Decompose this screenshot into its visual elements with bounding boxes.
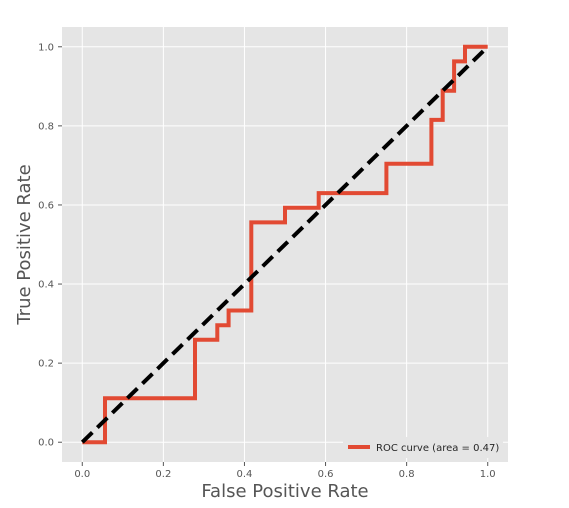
diagonal-reference-line: [80, 45, 490, 444]
x-tick-label: 0.8: [399, 469, 415, 480]
x-tick-label: 0.4: [237, 469, 253, 480]
y-tick-label: 0.0: [38, 438, 54, 449]
legend: ROC curve (area = 0.47): [343, 437, 503, 458]
y-tick-label: 0.8: [38, 121, 54, 132]
y-axis-label: True Positive Rate: [14, 164, 35, 325]
grid: [62, 27, 508, 462]
y-tick-label: 0.2: [38, 359, 54, 370]
x-axis-label: False Positive Rate: [201, 481, 368, 502]
series-layer: [80, 44, 490, 445]
x-axis-ticks: 0.0 0.2 0.4 0.6 0.8 1.0: [74, 462, 496, 480]
x-tick-label: 0.2: [155, 469, 171, 480]
y-axis-ticks: 0.0 0.2 0.4 0.6 0.8 1.0: [38, 42, 62, 449]
roc-curve-line: [82, 44, 488, 445]
x-tick-label: 1.0: [480, 469, 496, 480]
x-tick-label: 0.6: [318, 469, 334, 480]
x-tick-label: 0.0: [74, 469, 90, 480]
y-tick-label: 1.0: [38, 42, 54, 53]
legend-box: [343, 437, 503, 458]
y-tick-label: 0.4: [38, 280, 54, 291]
y-tick-label: 0.6: [38, 200, 54, 211]
legend-label-roc: ROC curve (area = 0.47): [376, 443, 499, 454]
